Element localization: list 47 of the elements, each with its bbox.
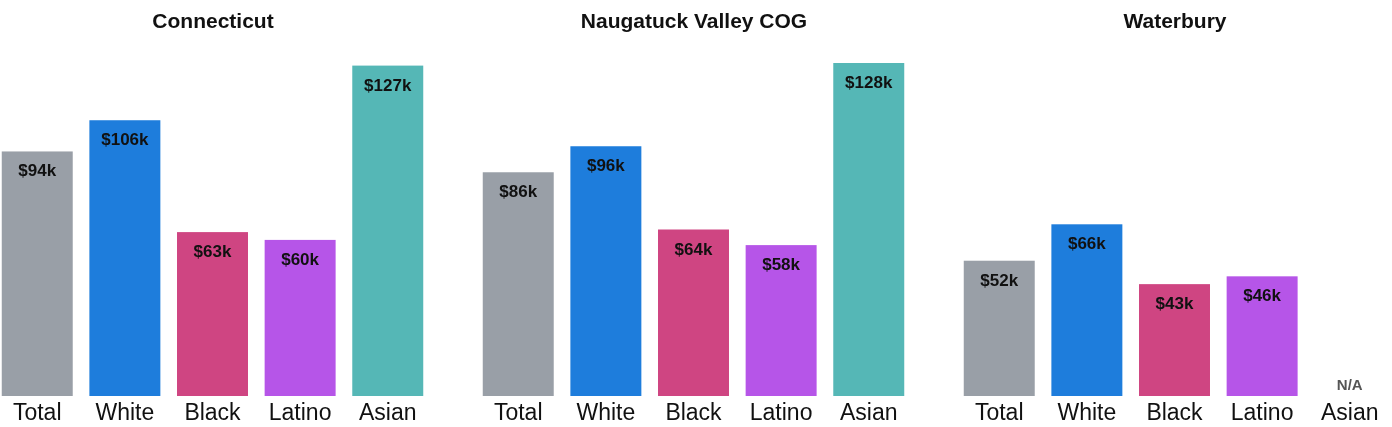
x-tick-label: Latino bbox=[268, 399, 332, 425]
chart-title: Waterbury bbox=[1123, 9, 1227, 32]
data-label: $66k bbox=[1067, 234, 1107, 254]
data-label: $64k bbox=[674, 239, 713, 259]
bar bbox=[177, 232, 248, 396]
bar bbox=[833, 63, 905, 396]
x-tick-label: Latino bbox=[1230, 399, 1294, 425]
bar bbox=[745, 245, 817, 396]
x-tick-label: Total bbox=[974, 399, 1024, 425]
bar bbox=[1226, 276, 1298, 396]
x-tick-label: Total bbox=[493, 399, 543, 425]
x-tick-label: Asian bbox=[358, 399, 417, 425]
x-tick-label: Asian bbox=[839, 399, 898, 425]
text: N/A bbox=[1336, 376, 1363, 393]
bar bbox=[1051, 224, 1123, 396]
chart-title: Connecticut bbox=[152, 9, 274, 32]
data-label: $127k bbox=[364, 75, 412, 95]
bar bbox=[570, 146, 642, 396]
bar bbox=[963, 260, 1035, 396]
data-label: $106k bbox=[101, 130, 150, 150]
x-tick-label: Total bbox=[12, 399, 62, 425]
bar bbox=[1, 151, 73, 396]
data-label: $94k bbox=[18, 161, 57, 181]
x-tick-label: White bbox=[95, 399, 155, 425]
data-label: $128k bbox=[845, 73, 893, 92]
x-tick-label: Black bbox=[1146, 399, 1204, 425]
x-tick-label: Black bbox=[184, 399, 242, 425]
x-tick-label: Asian bbox=[1320, 399, 1379, 425]
bar bbox=[352, 65, 424, 396]
chart-title: Naugatuck Valley COG bbox=[580, 9, 808, 32]
x-tick-label: White bbox=[576, 399, 636, 425]
x-tick-label: White bbox=[1057, 399, 1117, 425]
bar bbox=[482, 172, 554, 396]
data-label: $52k bbox=[980, 270, 1019, 290]
data-label: $86k bbox=[499, 182, 538, 202]
data-label: $43k bbox=[1155, 294, 1194, 314]
bar bbox=[1139, 284, 1210, 396]
data-label: $63k bbox=[193, 242, 232, 262]
data-label: $96k bbox=[586, 156, 626, 176]
x-tick-label: Latino bbox=[749, 399, 813, 425]
data-label: $60k bbox=[281, 249, 320, 269]
data-label: $58k bbox=[762, 255, 801, 275]
bar bbox=[89, 120, 161, 396]
bar bbox=[264, 239, 336, 396]
x-tick-label: Black bbox=[665, 399, 723, 425]
data-label: $46k bbox=[1243, 286, 1282, 306]
bar bbox=[658, 229, 729, 396]
